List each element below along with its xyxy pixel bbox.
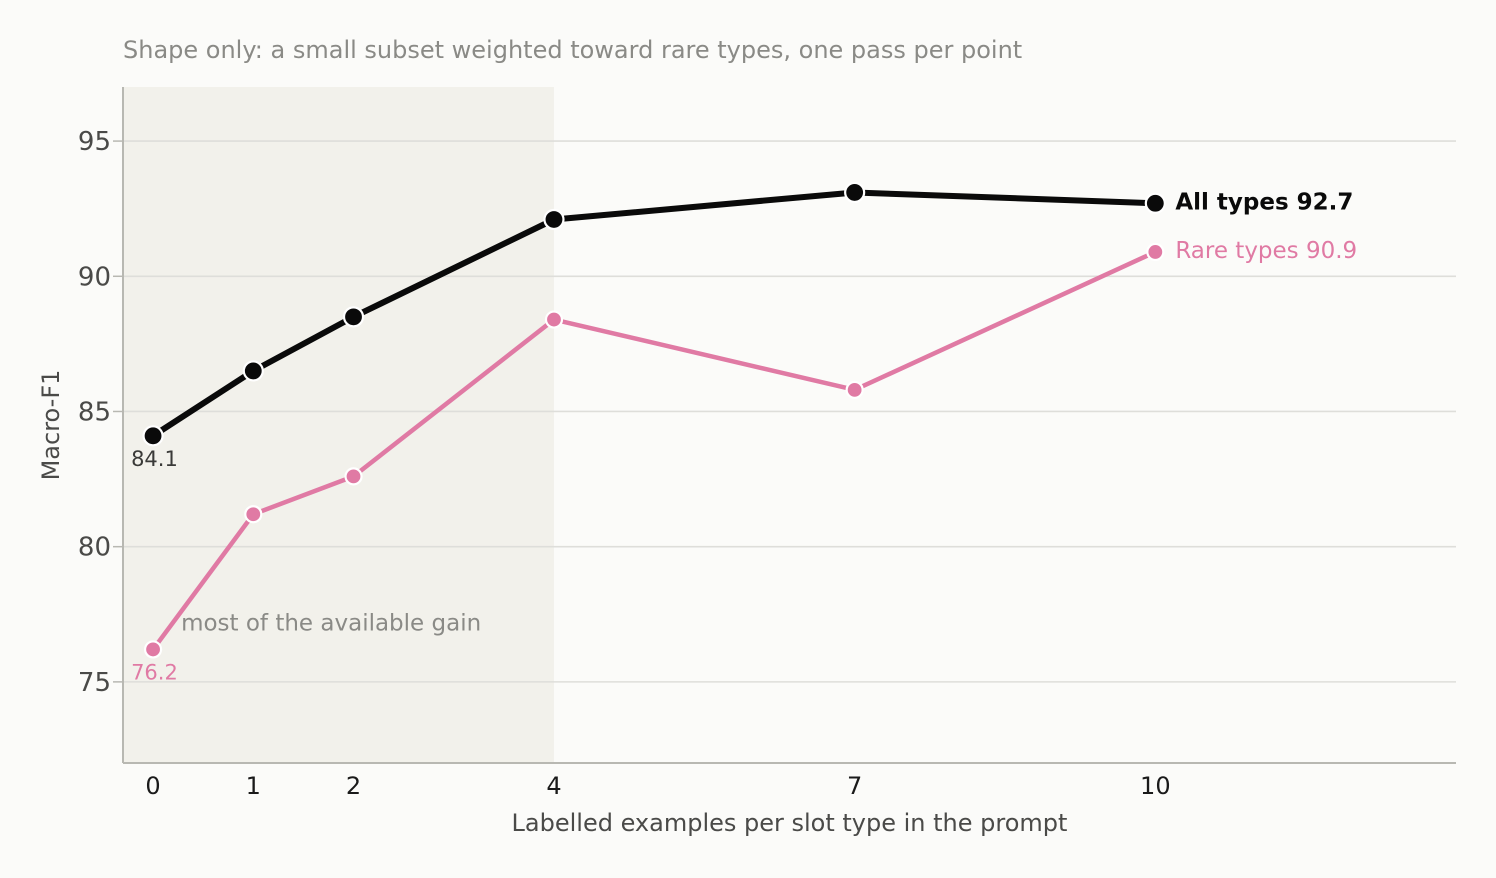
data-point (543, 208, 565, 231)
x-tick-label: 7 (847, 772, 862, 800)
data-point (143, 640, 163, 659)
x-tick-label: 2 (346, 772, 361, 800)
gridlines (123, 140, 1456, 683)
start-value-label: 84.1 (131, 447, 178, 471)
end-label: All types 92.7 (1175, 189, 1353, 215)
data-point (1144, 192, 1166, 214)
series-line (150, 249, 1158, 652)
data-point (242, 360, 264, 382)
data-point (1146, 242, 1165, 262)
data-point (142, 425, 164, 447)
y-tick-label: 95 (78, 127, 111, 157)
y-axis-label: Macro-F1 (37, 370, 65, 481)
data-point (844, 181, 866, 204)
x-tick-label: 1 (246, 772, 261, 800)
data-point (845, 380, 864, 399)
x-axis-label: Labelled examples per slot type in the p… (512, 809, 1068, 837)
x-tick-label: 10 (1140, 772, 1171, 800)
series-line (150, 189, 1159, 439)
y-tick-label: 85 (78, 397, 111, 427)
x-tick-label: 4 (546, 772, 561, 800)
y-tick-label: 80 (78, 533, 111, 563)
chart-subtitle: Shape only: a small subset weighted towa… (123, 36, 1022, 64)
series-all-types: 84.1 All types 92.7 (131, 181, 1353, 471)
end-label: Rare types 90.9 (1175, 238, 1357, 264)
data-point (344, 467, 363, 486)
x-tick-label: 0 (145, 772, 160, 800)
shaded-region-annotation: most of the available gain (181, 610, 481, 636)
y-tick-label: 90 (78, 262, 111, 292)
shaded-region (123, 87, 554, 763)
series-rare-types: 76.2 Rare types 90.9 (131, 238, 1357, 684)
y-ticks: 75 80 85 90 95 (78, 127, 123, 698)
data-point (342, 306, 365, 328)
y-tick-label: 75 (78, 668, 111, 698)
series-layer: 76.2 Rare types 90.9 84.1 All types 92.7 (131, 181, 1357, 684)
data-point (544, 310, 564, 329)
data-point (244, 505, 263, 524)
x-ticks: 0 1 2 4 7 10 (145, 772, 1170, 800)
start-value-label: 76.2 (131, 660, 178, 684)
